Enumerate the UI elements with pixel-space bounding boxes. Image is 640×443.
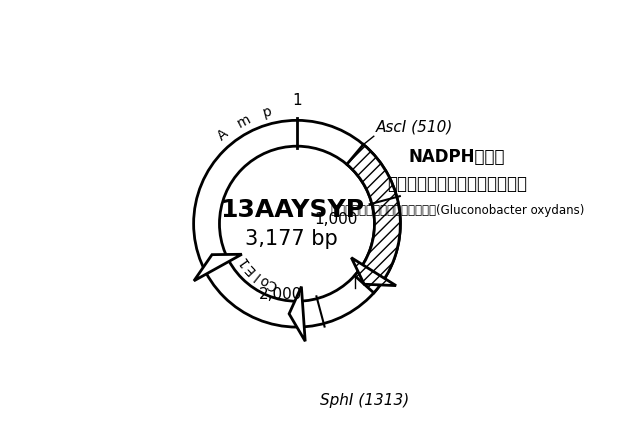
Text: E: E — [241, 260, 258, 276]
Text: キシリトールデヒドロゲナーゼ: キシリトールデヒドロゲナーゼ — [387, 175, 527, 194]
Polygon shape — [351, 258, 396, 286]
Text: グルコノバクター・オキシダンス(Gluconobacter oxydans): グルコノバクター・オキシダンス(Gluconobacter oxydans) — [330, 204, 584, 217]
Text: 2,000: 2,000 — [259, 287, 303, 302]
Text: l: l — [251, 268, 262, 281]
Polygon shape — [194, 254, 242, 281]
Polygon shape — [289, 287, 305, 341]
Text: 1,000: 1,000 — [314, 212, 357, 227]
Text: C: C — [266, 276, 280, 292]
Text: AscI (510): AscI (510) — [376, 119, 453, 134]
Text: NADPH特異的: NADPH特異的 — [409, 148, 506, 166]
Text: 1: 1 — [292, 93, 302, 108]
Text: 3,177 bp: 3,177 bp — [246, 229, 338, 249]
Wedge shape — [347, 144, 401, 293]
Text: p: p — [261, 104, 273, 120]
Polygon shape — [194, 120, 401, 327]
Text: SphI (1313): SphI (1313) — [319, 393, 409, 408]
Text: A: A — [214, 127, 230, 144]
Text: m: m — [234, 112, 253, 130]
Text: 1: 1 — [236, 253, 252, 269]
Text: 13AAYSYP: 13AAYSYP — [220, 198, 364, 222]
Text: o: o — [257, 272, 271, 288]
